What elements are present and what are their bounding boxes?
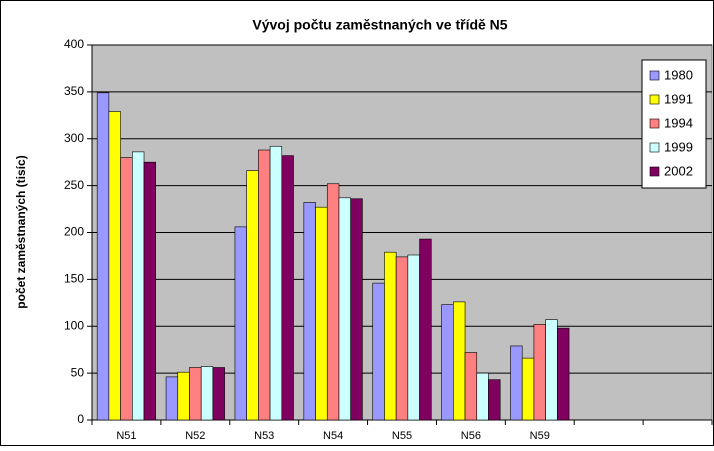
bar: [350, 198, 363, 421]
bar: [143, 161, 157, 421]
y-axis-label: počet zaměstnaných (tisíc): [14, 155, 28, 308]
legend-swatch: [649, 142, 660, 153]
x-tick-label: N52: [185, 430, 205, 442]
chart-title: Vývoj počtu zaměstnaných ve třídě N5: [252, 17, 507, 33]
legend-swatch: [649, 94, 660, 105]
bar: [177, 371, 190, 421]
legend-label: 1999: [664, 139, 693, 154]
x-tick-label: N56: [461, 430, 481, 442]
x-tick-label: N55: [392, 430, 412, 442]
bar: [303, 202, 316, 421]
bar: [384, 251, 397, 421]
legend-label: 1980: [664, 67, 693, 82]
bar: [165, 376, 179, 421]
bar: [269, 145, 283, 421]
legend-label: 1994: [664, 115, 693, 130]
legend-swatch: [649, 70, 660, 81]
y-tick-label: 200: [64, 225, 84, 239]
y-tick-label: 300: [64, 131, 84, 145]
bar: [372, 282, 385, 421]
y-tick-label: 0: [77, 412, 84, 426]
bar: [464, 352, 478, 421]
bar: [200, 366, 214, 421]
y-tick-label: 150: [64, 272, 84, 286]
bar: [521, 357, 535, 421]
legend-label: 1991: [664, 91, 693, 106]
y-tick-label: 350: [64, 84, 84, 98]
bar: [212, 367, 225, 421]
bar: [476, 372, 489, 421]
bar: [395, 256, 409, 421]
bar: [441, 304, 454, 421]
legend-swatch: [649, 166, 660, 177]
bar: [453, 301, 466, 421]
bar: [533, 324, 546, 421]
bar: [246, 170, 259, 421]
bar: [258, 149, 271, 421]
bar: [488, 379, 501, 421]
y-tick-label: 250: [64, 178, 84, 192]
legend-label: 2002: [664, 163, 693, 178]
x-tick-label: N54: [323, 430, 343, 442]
y-tick-label: 100: [64, 318, 84, 332]
bar: [281, 155, 294, 421]
bar: [108, 111, 121, 421]
y-tick-label: 50: [71, 365, 85, 379]
x-tick-label: N59: [530, 430, 550, 442]
y-tick-label: 400: [64, 37, 84, 51]
bar: [545, 319, 558, 421]
bar: [234, 226, 247, 421]
bar: [407, 254, 420, 421]
bar: [326, 183, 340, 421]
x-tick-label: N51: [116, 430, 136, 442]
bar: [315, 206, 328, 421]
bar: [189, 367, 202, 421]
bar: [419, 238, 432, 421]
bar: [510, 345, 523, 421]
legend-swatch: [649, 118, 660, 129]
bar: [120, 157, 133, 421]
bar: [338, 197, 351, 421]
bar: [557, 327, 570, 421]
bar: [132, 151, 145, 421]
x-tick-label: N53: [254, 430, 274, 442]
bar: [96, 92, 110, 421]
